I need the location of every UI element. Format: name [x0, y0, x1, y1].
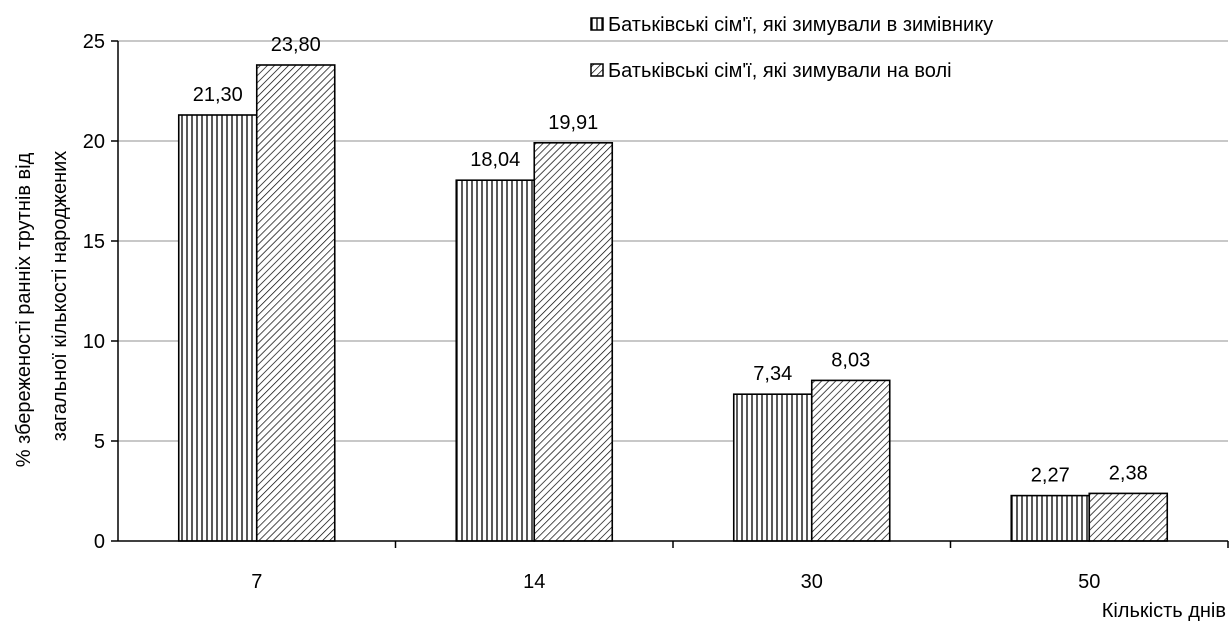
data-label-series-1-50: 2,27	[1031, 465, 1070, 487]
y-tick-label: 15	[83, 231, 105, 253]
bar-series-2-14	[533, 142, 614, 542]
legend-swatch-series-2	[590, 63, 604, 77]
legend-label-series-1: Батьківські сім'ї, які зимували в зимівн…	[608, 14, 993, 36]
legend-label-series-2: Батьківські сім'ї, які зимували на волі	[608, 60, 952, 82]
y-tick-label: 5	[94, 431, 105, 453]
data-label-series-2-30: 8,03	[831, 349, 870, 371]
y-tick-label: 20	[83, 131, 105, 153]
x-tick-label: 30	[801, 571, 823, 593]
bars	[177, 64, 1169, 542]
y-tick-label: 10	[83, 331, 105, 353]
data-label-series-2-50: 2,38	[1109, 462, 1148, 484]
bar-series-1-7	[177, 114, 258, 542]
bar-series-1-30	[732, 393, 813, 542]
data-labels: 21,30 23,80 18,04 19,91 7,34 8,03 2,27 2,38	[193, 34, 1148, 487]
legend: Батьківські сім'ї, які зимували в зимівн…	[590, 14, 993, 82]
y-tick-label: 0	[94, 531, 105, 553]
data-label-series-2-14: 19,91	[548, 112, 598, 134]
y-axis-label-line1: % збереженості ранніх трутнів від	[13, 152, 35, 467]
bar-series-1-50	[1010, 494, 1091, 542]
x-tick-label: 7	[251, 571, 262, 593]
data-label-series-2-7: 23,80	[271, 34, 321, 56]
data-label-series-1-14: 18,04	[470, 149, 520, 171]
bar-series-2-30	[810, 379, 891, 542]
x-tick-label: 50	[1078, 571, 1100, 593]
axes: 0 5 10 15 20 25 7 14 30 50	[83, 31, 1229, 593]
legend-swatch-series-1	[590, 17, 604, 31]
y-tick-label: 25	[83, 31, 105, 53]
bar-series-2-7	[255, 64, 336, 542]
bar-series-2-50	[1088, 492, 1169, 542]
y-axis-label-line2: загальної кількості народжених	[49, 151, 71, 442]
bar-series-1-14	[455, 179, 536, 542]
data-label-series-1-7: 21,30	[193, 84, 243, 106]
data-label-series-1-30: 7,34	[753, 363, 792, 385]
x-tick-label: 14	[523, 571, 545, 593]
x-axis-label: Кількість днів	[1102, 600, 1226, 622]
